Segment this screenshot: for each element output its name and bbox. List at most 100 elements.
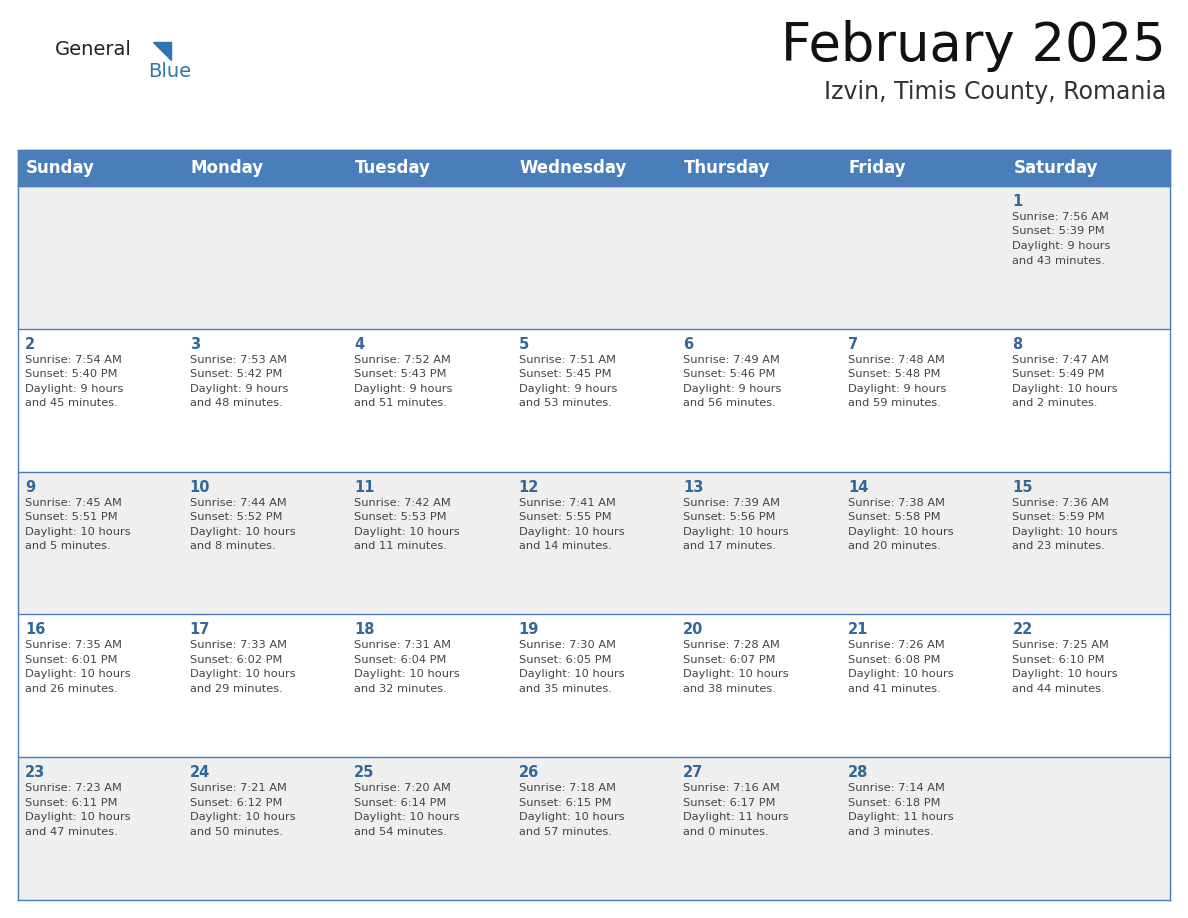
Text: 25: 25 — [354, 766, 374, 780]
Bar — [347, 757, 512, 900]
Text: Daylight: 10 hours: Daylight: 10 hours — [519, 812, 625, 823]
Text: Daylight: 10 hours: Daylight: 10 hours — [25, 812, 131, 823]
Text: and 35 minutes.: and 35 minutes. — [519, 684, 612, 694]
Text: and 56 minutes.: and 56 minutes. — [683, 398, 776, 409]
Text: and 41 minutes.: and 41 minutes. — [848, 684, 941, 694]
Text: and 5 minutes.: and 5 minutes. — [25, 541, 110, 551]
Bar — [512, 186, 676, 329]
Bar — [1005, 329, 1170, 472]
Text: Sunset: 6:14 PM: Sunset: 6:14 PM — [354, 798, 447, 808]
Text: Sunset: 6:17 PM: Sunset: 6:17 PM — [683, 798, 776, 808]
Text: and 3 minutes.: and 3 minutes. — [848, 827, 934, 836]
Bar — [18, 150, 1170, 186]
Bar — [183, 614, 347, 757]
Text: Sunrise: 7:56 AM: Sunrise: 7:56 AM — [1012, 212, 1110, 222]
Bar — [841, 186, 1005, 329]
Text: Daylight: 10 hours: Daylight: 10 hours — [519, 669, 625, 679]
Text: 3: 3 — [190, 337, 200, 352]
Text: and 32 minutes.: and 32 minutes. — [354, 684, 447, 694]
Text: Sunset: 5:56 PM: Sunset: 5:56 PM — [683, 512, 776, 522]
Text: Saturday: Saturday — [1013, 159, 1098, 177]
Text: 11: 11 — [354, 479, 374, 495]
Text: 13: 13 — [683, 479, 703, 495]
Text: Sunrise: 7:42 AM: Sunrise: 7:42 AM — [354, 498, 451, 508]
Text: Sunrise: 7:20 AM: Sunrise: 7:20 AM — [354, 783, 451, 793]
Text: and 45 minutes.: and 45 minutes. — [25, 398, 118, 409]
Text: Sunrise: 7:54 AM: Sunrise: 7:54 AM — [25, 354, 122, 364]
Text: Sunrise: 7:39 AM: Sunrise: 7:39 AM — [683, 498, 781, 508]
Text: Monday: Monday — [190, 159, 264, 177]
Bar — [347, 614, 512, 757]
Text: 1: 1 — [1012, 194, 1023, 209]
Bar — [1005, 472, 1170, 614]
Text: Sunrise: 7:48 AM: Sunrise: 7:48 AM — [848, 354, 944, 364]
Bar — [676, 614, 841, 757]
Bar — [676, 472, 841, 614]
Text: Sunset: 5:49 PM: Sunset: 5:49 PM — [1012, 369, 1105, 379]
Text: 21: 21 — [848, 622, 868, 637]
Text: and 57 minutes.: and 57 minutes. — [519, 827, 612, 836]
Bar — [676, 186, 841, 329]
Text: and 11 minutes.: and 11 minutes. — [354, 541, 447, 551]
Text: Sunset: 6:15 PM: Sunset: 6:15 PM — [519, 798, 611, 808]
Text: and 38 minutes.: and 38 minutes. — [683, 684, 776, 694]
Text: Sunset: 5:59 PM: Sunset: 5:59 PM — [1012, 512, 1105, 522]
Text: Sunrise: 7:38 AM: Sunrise: 7:38 AM — [848, 498, 944, 508]
Text: Sunset: 6:11 PM: Sunset: 6:11 PM — [25, 798, 118, 808]
Bar — [183, 329, 347, 472]
Bar — [183, 757, 347, 900]
Text: and 23 minutes.: and 23 minutes. — [1012, 541, 1105, 551]
Bar — [512, 757, 676, 900]
Text: Daylight: 10 hours: Daylight: 10 hours — [354, 669, 460, 679]
Text: Sunrise: 7:47 AM: Sunrise: 7:47 AM — [1012, 354, 1110, 364]
Bar — [183, 186, 347, 329]
Text: Sunrise: 7:31 AM: Sunrise: 7:31 AM — [354, 641, 451, 650]
Text: Sunset: 6:01 PM: Sunset: 6:01 PM — [25, 655, 118, 665]
Bar — [18, 186, 183, 329]
Text: 15: 15 — [1012, 479, 1032, 495]
Text: and 14 minutes.: and 14 minutes. — [519, 541, 612, 551]
Text: Sunrise: 7:51 AM: Sunrise: 7:51 AM — [519, 354, 615, 364]
Text: 27: 27 — [683, 766, 703, 780]
Text: and 20 minutes.: and 20 minutes. — [848, 541, 941, 551]
Text: Daylight: 10 hours: Daylight: 10 hours — [848, 527, 954, 537]
Text: Sunrise: 7:44 AM: Sunrise: 7:44 AM — [190, 498, 286, 508]
Text: Sunset: 5:52 PM: Sunset: 5:52 PM — [190, 512, 282, 522]
Text: Sunrise: 7:49 AM: Sunrise: 7:49 AM — [683, 354, 781, 364]
Text: Daylight: 10 hours: Daylight: 10 hours — [190, 527, 295, 537]
Text: Sunrise: 7:25 AM: Sunrise: 7:25 AM — [1012, 641, 1110, 650]
Text: and 51 minutes.: and 51 minutes. — [354, 398, 447, 409]
Text: 20: 20 — [683, 622, 703, 637]
Text: and 50 minutes.: and 50 minutes. — [190, 827, 283, 836]
Text: Daylight: 9 hours: Daylight: 9 hours — [354, 384, 453, 394]
Text: Daylight: 11 hours: Daylight: 11 hours — [683, 812, 789, 823]
Text: Daylight: 10 hours: Daylight: 10 hours — [683, 669, 789, 679]
Text: Sunset: 6:12 PM: Sunset: 6:12 PM — [190, 798, 282, 808]
Text: Daylight: 9 hours: Daylight: 9 hours — [190, 384, 287, 394]
Text: and 47 minutes.: and 47 minutes. — [25, 827, 118, 836]
Text: and 54 minutes.: and 54 minutes. — [354, 827, 447, 836]
Text: Sunrise: 7:36 AM: Sunrise: 7:36 AM — [1012, 498, 1110, 508]
Text: Daylight: 10 hours: Daylight: 10 hours — [354, 812, 460, 823]
Text: Daylight: 10 hours: Daylight: 10 hours — [1012, 527, 1118, 537]
Text: Sunrise: 7:26 AM: Sunrise: 7:26 AM — [848, 641, 944, 650]
Text: Sunset: 5:53 PM: Sunset: 5:53 PM — [354, 512, 447, 522]
Text: Sunset: 5:45 PM: Sunset: 5:45 PM — [519, 369, 611, 379]
Text: Sunset: 5:40 PM: Sunset: 5:40 PM — [25, 369, 118, 379]
Text: Sunrise: 7:45 AM: Sunrise: 7:45 AM — [25, 498, 122, 508]
Text: Daylight: 10 hours: Daylight: 10 hours — [1012, 669, 1118, 679]
Text: Sunset: 6:10 PM: Sunset: 6:10 PM — [1012, 655, 1105, 665]
Bar — [676, 329, 841, 472]
Text: 5: 5 — [519, 337, 529, 352]
Text: and 59 minutes.: and 59 minutes. — [848, 398, 941, 409]
Text: Sunrise: 7:23 AM: Sunrise: 7:23 AM — [25, 783, 122, 793]
Text: and 17 minutes.: and 17 minutes. — [683, 541, 776, 551]
Text: Sunset: 5:42 PM: Sunset: 5:42 PM — [190, 369, 282, 379]
Text: Daylight: 10 hours: Daylight: 10 hours — [190, 669, 295, 679]
Text: Sunset: 5:39 PM: Sunset: 5:39 PM — [1012, 227, 1105, 237]
Text: 16: 16 — [25, 622, 45, 637]
Bar — [183, 472, 347, 614]
Text: Sunset: 5:48 PM: Sunset: 5:48 PM — [848, 369, 941, 379]
Text: Daylight: 9 hours: Daylight: 9 hours — [1012, 241, 1111, 251]
Text: and 29 minutes.: and 29 minutes. — [190, 684, 283, 694]
